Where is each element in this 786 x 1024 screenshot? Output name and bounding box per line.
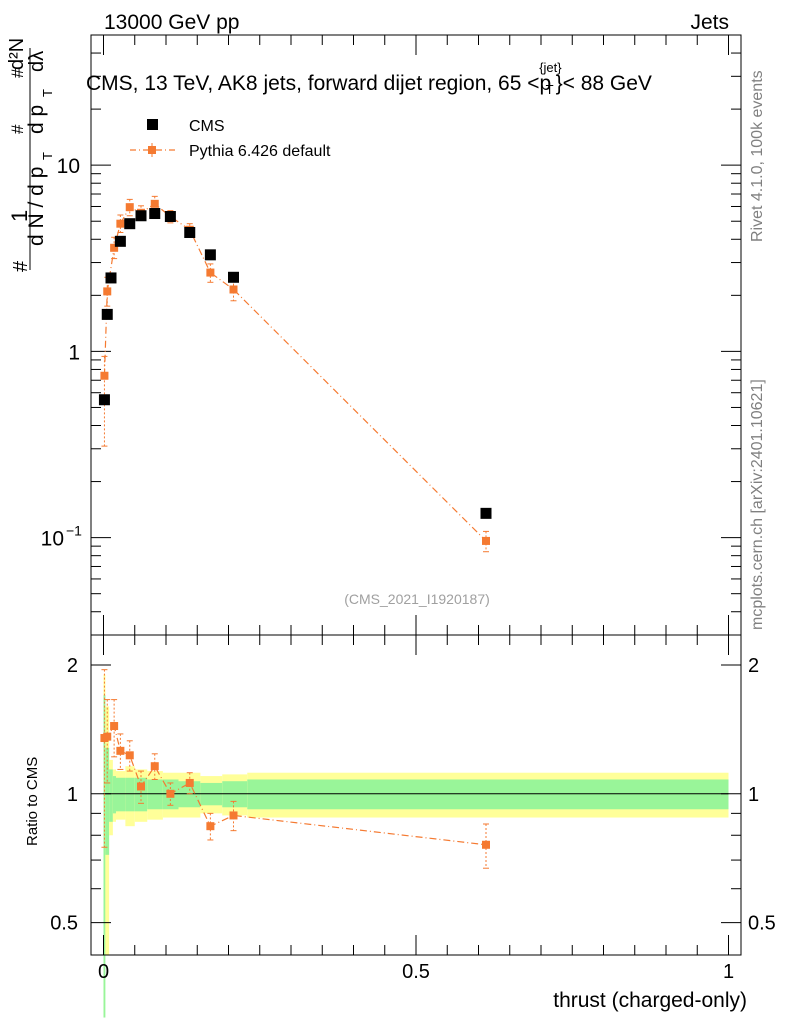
- cms-point: [98, 394, 110, 406]
- mc-point: [206, 268, 215, 277]
- ylabel-hash-1: #: [10, 260, 32, 272]
- ratio-band-inner: [247, 779, 729, 810]
- ratio-mc-point: [150, 762, 159, 771]
- analysis-id: (CMS_2021_I1920187): [344, 591, 490, 607]
- ratio-y-tick-label-right: 0.5: [748, 913, 776, 935]
- cms-point: [480, 507, 492, 519]
- legend-mc-marker: [148, 146, 156, 154]
- ratio-mc-point: [125, 751, 134, 760]
- x-axis-label: thrust (charged-only): [553, 989, 747, 1012]
- ratio-y-axis-label: Ratio to CMS: [24, 757, 41, 846]
- mc-point: [482, 536, 490, 545]
- mc-point: [103, 287, 112, 296]
- ratio-y-tick-label: 1: [67, 784, 78, 806]
- cms-point: [228, 271, 239, 283]
- category-label: Jets: [690, 11, 729, 34]
- cms-point: [124, 218, 136, 230]
- ylabel-one: 1: [7, 210, 32, 222]
- ratio-mc-point: [137, 782, 145, 791]
- ylabel-t-sub-right: T: [40, 89, 55, 97]
- legend-mc-label: Pythia 6.426 default: [189, 143, 331, 160]
- plot-title: CMS, 13 TeV, AK8 jets, forward dijet reg…: [86, 60, 652, 97]
- ratio-mc-point: [229, 811, 238, 820]
- ylabel-d2n: d²N: [6, 38, 28, 70]
- ratio-band-inner: [125, 777, 135, 812]
- ratio-y-tick-label: 0.5: [50, 913, 78, 935]
- ylabel-dpt-dlambda: d p: [25, 105, 48, 134]
- ylabel-dn-dpt: d N / d p: [25, 167, 48, 246]
- rivet-version-label: Rivet 4.1.0, 100k events: [749, 70, 766, 242]
- ratio-mc-point: [116, 746, 125, 755]
- ratio-data-marks: [100, 669, 490, 869]
- ratio-y-tick-label-right: 1: [748, 784, 759, 806]
- ratio-band-inner: [112, 776, 116, 814]
- mc-point: [100, 371, 109, 380]
- ratio-x-tick-label: 1: [723, 961, 734, 983]
- ratio-y-tick-label: 2: [67, 655, 78, 677]
- cms-point: [184, 226, 196, 238]
- cms-point: [105, 272, 117, 284]
- ratio-axes: 2 2 1 1 0.5 0.5 0 0.5 1: [50, 635, 776, 983]
- mcplots-label: mcplots.cern.ch [arXiv:2401.10621]: [749, 379, 766, 630]
- mc-point: [116, 219, 125, 228]
- ratio-y-tick-label-right: 2: [748, 655, 759, 677]
- cms-point: [135, 210, 147, 222]
- mc-series-line: [103, 203, 487, 542]
- cms-point: [164, 211, 176, 223]
- ratio-band-inner: [109, 769, 113, 822]
- ratio-plot-frame: [90, 634, 742, 956]
- legend-cms-marker: [147, 119, 158, 130]
- ratio-mc-point: [103, 732, 112, 741]
- ratio-band-inner: [147, 779, 163, 810]
- main-data-marks: [98, 195, 492, 553]
- plot-title-main: CMS, 13 TeV, AK8 jets, forward dijet reg…: [86, 72, 551, 95]
- plot-title-sup: {jet}: [539, 60, 562, 75]
- main-y-tick-exponent: −1: [66, 523, 82, 539]
- main-y-tick-label: 10: [57, 155, 80, 178]
- ratio-x-tick-label: 0.5: [402, 961, 430, 983]
- cms-point: [114, 235, 126, 247]
- ratio-band-inner: [116, 777, 126, 812]
- ylabel-hash-3: #: [8, 68, 27, 78]
- ratio-mc-point: [110, 722, 119, 731]
- ratio-mc-point: [206, 822, 215, 831]
- plot-title-sub: T: [546, 82, 554, 97]
- mc-point: [110, 243, 119, 252]
- plot-title-tail: }< 88 GeV: [556, 72, 652, 95]
- ylabel-t-sub-left: T: [40, 152, 55, 160]
- mc-point: [229, 285, 238, 294]
- ratio-x-tick-label: 0: [98, 961, 109, 983]
- ylabel-dlambda: dλ: [26, 51, 48, 72]
- main-y-tick-label: 1: [68, 341, 80, 364]
- ratio-band-inner: [105, 747, 110, 855]
- legend: CMS Pythia 6.426 default: [130, 118, 331, 160]
- ylabel-hash-2: #: [8, 124, 27, 134]
- ratio-mc-point: [482, 840, 490, 849]
- ratio-mc-point: [185, 778, 194, 787]
- mc-point: [125, 203, 134, 212]
- ratio-mc-point: [166, 789, 175, 798]
- legend-cms-label: CMS: [189, 118, 225, 135]
- main-y-tick-label: 10: [41, 528, 64, 551]
- mc-point: [150, 199, 159, 208]
- cms-point: [149, 208, 161, 220]
- main-y-axis-label: # 1 d N / d p T # d p T # d²N dλ: [6, 38, 55, 272]
- energy-label: 13000 GeV pp: [104, 11, 239, 34]
- ratio-band-inner: [103, 695, 106, 1018]
- cms-point: [101, 308, 113, 320]
- cms-point: [204, 249, 216, 261]
